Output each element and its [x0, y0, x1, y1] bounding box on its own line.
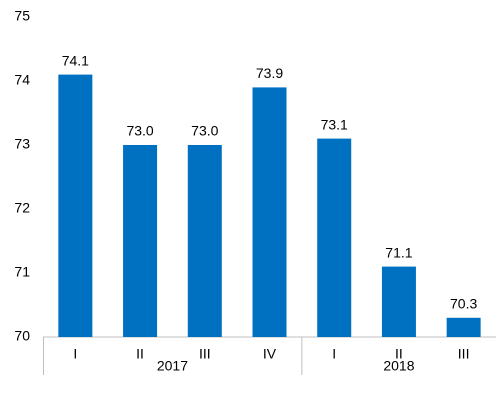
bar: [123, 145, 158, 337]
x-tick-label: I: [73, 346, 77, 362]
y-tick-label: 73: [14, 136, 30, 152]
x-tick-label: III: [458, 346, 470, 362]
value-label: 70.3: [450, 296, 477, 312]
bar: [317, 138, 352, 337]
value-label: 73.0: [191, 123, 218, 139]
y-tick-label: 72: [14, 200, 30, 216]
value-label: 73.9: [256, 65, 283, 81]
bar: [187, 145, 222, 337]
x-tick-label: II: [395, 346, 403, 362]
bar: [446, 317, 481, 337]
x-tick-label: I: [332, 346, 336, 362]
value-label: 73.1: [321, 116, 348, 132]
value-label: 71.1: [385, 244, 412, 260]
y-tick-label: 75: [14, 8, 30, 24]
x-tick-label: II: [136, 346, 144, 362]
group-label: 2017: [157, 358, 188, 374]
bar: [58, 74, 93, 337]
y-tick-label: 70: [14, 328, 30, 344]
x-tick-label: IV: [263, 346, 277, 362]
value-label: 73.0: [126, 123, 153, 139]
y-tick-label: 71: [14, 264, 30, 280]
y-tick-label: 74: [14, 72, 30, 88]
group-label: 2018: [383, 358, 414, 374]
value-label: 74.1: [62, 52, 89, 68]
bar: [381, 266, 416, 337]
bar: [252, 87, 287, 338]
x-tick-label: III: [199, 346, 211, 362]
